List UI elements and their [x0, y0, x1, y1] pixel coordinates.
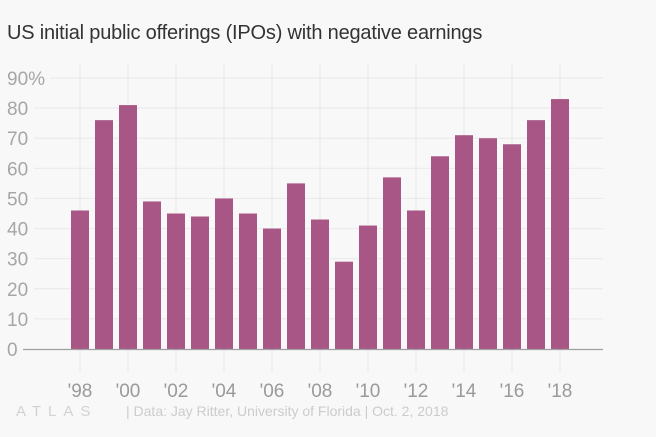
bar-2009 — [335, 261, 353, 349]
bar-1998 — [71, 210, 89, 349]
bar-2008 — [311, 219, 329, 349]
y-tick-label: 90% — [7, 69, 45, 90]
y-tick-label: 60 — [7, 159, 28, 180]
bar-2005 — [239, 213, 257, 349]
y-tick-label: 20 — [7, 280, 28, 301]
bars — [71, 99, 569, 350]
bar-2004 — [215, 198, 233, 349]
bar-2017 — [527, 120, 545, 350]
bar-2010 — [359, 225, 377, 349]
y-tick-label: 50 — [7, 189, 28, 210]
x-tick-label: '04 — [212, 381, 237, 402]
bar-2016 — [503, 144, 521, 349]
bar-2003 — [191, 216, 209, 349]
x-tick-label: '00 — [116, 381, 141, 402]
footer: ATLAS | Data: Jay Ritter, University of … — [16, 403, 448, 420]
bar-2006 — [263, 228, 281, 349]
y-tick-label: 80 — [7, 99, 28, 120]
x-axis-ticks: '98 '00 '02 '04 '06 '08 '10 '12 '14 '16 '18 — [68, 381, 573, 402]
atlas-logo: ATLAS — [16, 403, 98, 420]
x-tick-label: '06 — [260, 381, 285, 402]
x-tick-label: '98 — [68, 381, 93, 402]
bar-2013 — [431, 156, 449, 349]
x-tick-label: '02 — [164, 381, 189, 402]
y-tick-label: 70 — [7, 129, 28, 150]
bar-2002 — [167, 213, 185, 349]
bar-2018 — [551, 99, 569, 349]
chart-title: US initial public offerings (IPOs) with … — [7, 22, 483, 44]
x-tick-label: '10 — [356, 381, 381, 402]
x-tick-label: '08 — [308, 381, 333, 402]
source-note: | Data: Jay Ritter, University of Florid… — [126, 403, 449, 419]
y-axis-ticks: 0 10 20 30 40 50 60 70 80 90% — [7, 69, 45, 361]
x-tick-label: '16 — [500, 381, 525, 402]
x-tick-label: '14 — [452, 381, 477, 402]
y-tick-label: 30 — [7, 250, 28, 271]
bar-2015 — [479, 138, 497, 349]
bar-2000 — [119, 105, 137, 349]
x-tick-label: '18 — [548, 381, 573, 402]
x-tick-label: '12 — [404, 381, 429, 402]
bar-2012 — [407, 210, 425, 349]
bar-2007 — [287, 183, 305, 349]
y-tick-label: 40 — [7, 220, 28, 241]
y-tick-label: 0 — [7, 340, 18, 361]
bar-2014 — [455, 135, 473, 349]
bar-2011 — [383, 177, 401, 349]
bar-1999 — [95, 120, 113, 350]
bar-2001 — [143, 201, 161, 349]
y-tick-label: 10 — [7, 310, 28, 331]
